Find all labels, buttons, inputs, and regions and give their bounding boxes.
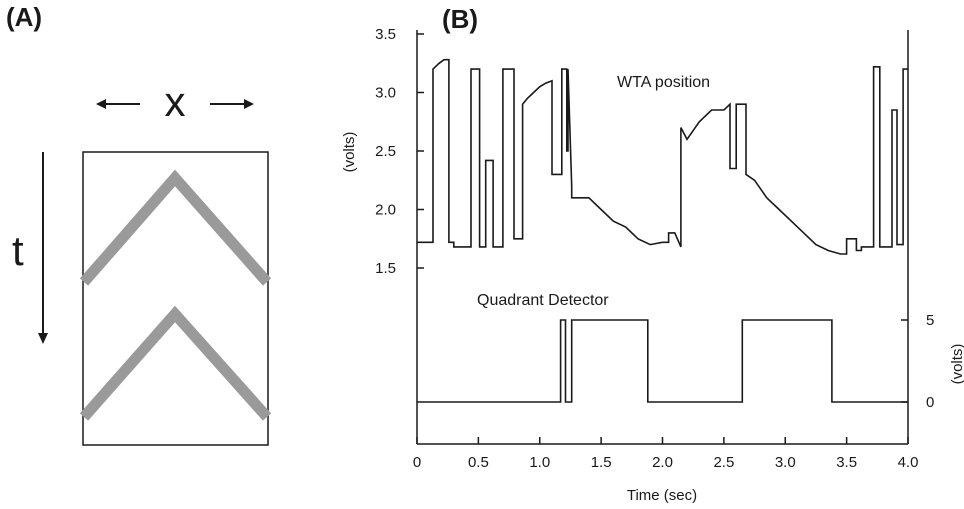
right-y-axis-title: (volts)	[949, 344, 964, 385]
series-line-quadrant-detector	[417, 319, 908, 403]
x-tick-label: 1.5	[591, 454, 612, 471]
y-left-tick-label: 2.0	[375, 202, 396, 219]
x-tick-label: 2.0	[652, 454, 673, 471]
x-tick-label: 4.0	[898, 454, 919, 471]
plot-axes	[416, 30, 909, 445]
x-tick-label: 0.5	[468, 454, 489, 471]
y-left-tick-label: 2.5	[375, 143, 396, 160]
x-tick-label: 2.5	[713, 454, 734, 471]
panel-b-label: (B)	[442, 4, 478, 34]
t-axis-arrow-icon	[38, 152, 48, 344]
x-axis-title: Time (sec)	[627, 487, 697, 504]
x-tick-label: 3.5	[836, 454, 857, 471]
x-tick-label: 0	[413, 454, 421, 471]
chevron-stripe-lower	[79, 305, 272, 421]
panel-a-label: (A)	[6, 2, 42, 32]
series-line-wta-position	[417, 58, 908, 255]
left-y-axis-title: (volts)	[341, 132, 358, 173]
x-tick-label: 1.0	[529, 454, 550, 471]
x-ticks: 0 0.5 1.0 1.5 2.0 2.5 3.0 3.5 4.0	[413, 437, 919, 471]
y-ticks-right: 05	[901, 312, 934, 411]
x-tick-label: 3.0	[775, 454, 796, 471]
t-symbol: t	[12, 227, 24, 274]
stimulus-box	[82, 151, 269, 446]
y-right-tick-label: 0	[926, 394, 934, 411]
x-symbol: x	[165, 78, 186, 125]
chevron-stripe-upper	[79, 169, 272, 286]
y-left-tick-label: 3.0	[375, 85, 396, 102]
y-left-tick-label: 1.5	[375, 260, 396, 277]
y-ticks-left: 1.5 2.0 2.5 3.0 3.5	[375, 26, 424, 277]
x-axis-arrow-icon	[96, 99, 254, 109]
series-label-quadrant-detector: Quadrant Detector	[477, 292, 609, 309]
series-label-wta-position: WTA position	[617, 74, 710, 91]
y-right-tick-label: 5	[926, 312, 934, 329]
y-left-tick-label: 3.5	[375, 26, 396, 43]
